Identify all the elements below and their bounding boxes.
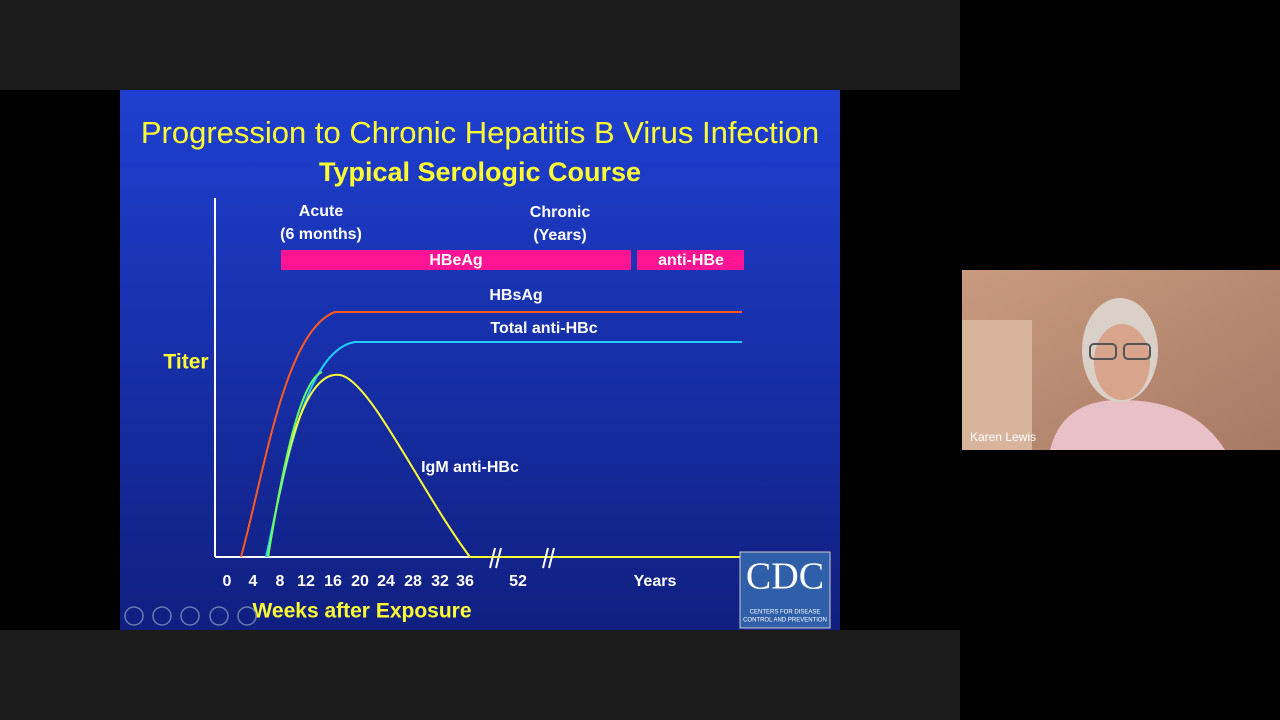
x-tick-label: 24: [377, 573, 395, 590]
x-tick-label: 20: [351, 573, 369, 590]
phase-bar: [637, 250, 744, 270]
x-tick-label: 32: [431, 573, 449, 590]
curve-label: HBsAg: [489, 287, 542, 304]
x-tick-label: 0: [223, 573, 232, 590]
x-tick-label: 52: [509, 573, 527, 590]
cdc-logo: [739, 551, 831, 629]
phase-label: (Years): [533, 227, 586, 244]
x-tick-label: 28: [404, 573, 422, 590]
slide-controls[interactable]: [124, 606, 257, 626]
axis-breaks: [489, 547, 555, 569]
phase-bar: [281, 250, 631, 270]
person-face: [1094, 324, 1150, 400]
x-label: Weeks after Exposure: [252, 600, 471, 623]
phase-label: (6 months): [280, 226, 362, 243]
x-tick-label: 4: [249, 573, 258, 590]
logo-line: CENTERS FOR DISEASE: [750, 610, 821, 616]
slide: [120, 90, 840, 630]
bar-label: anti-HBe: [658, 252, 724, 269]
door: [962, 320, 1032, 450]
bottom-bar: [0, 630, 960, 720]
curve-label: IgM anti-HBc: [421, 459, 519, 476]
participant-name: Karen Lewis: [970, 430, 1036, 444]
x-unit: Years: [634, 573, 677, 590]
phase-label: Chronic: [530, 204, 591, 221]
x-tick-label: 16: [324, 573, 342, 590]
glasses: [1089, 343, 1151, 360]
x-ticks: 0 4 8 12 16 20 24 28 32 36 52: [223, 573, 527, 590]
bar-label: HBeAg: [429, 252, 482, 269]
curve-hbsag: [240, 311, 742, 558]
x-tick-label: 12: [297, 573, 315, 590]
logo-text: CDC: [746, 556, 824, 598]
logo-line: CONTROL AND PREVENTION: [743, 618, 827, 624]
top-bar: [0, 0, 960, 90]
phase-label: Acute: [299, 203, 344, 220]
curve-label: Total anti-HBc: [490, 320, 597, 337]
x-tick-label: 8: [276, 573, 285, 590]
curve-overlap: [267, 371, 323, 558]
slide-subtitle: Typical Serologic Course: [319, 157, 641, 187]
person-body: [1050, 400, 1225, 450]
y-label: Titer: [163, 351, 208, 374]
x-tick-label: 36: [456, 573, 474, 590]
slide-title: Progression to Chronic Hepatitis B Virus…: [141, 115, 819, 150]
